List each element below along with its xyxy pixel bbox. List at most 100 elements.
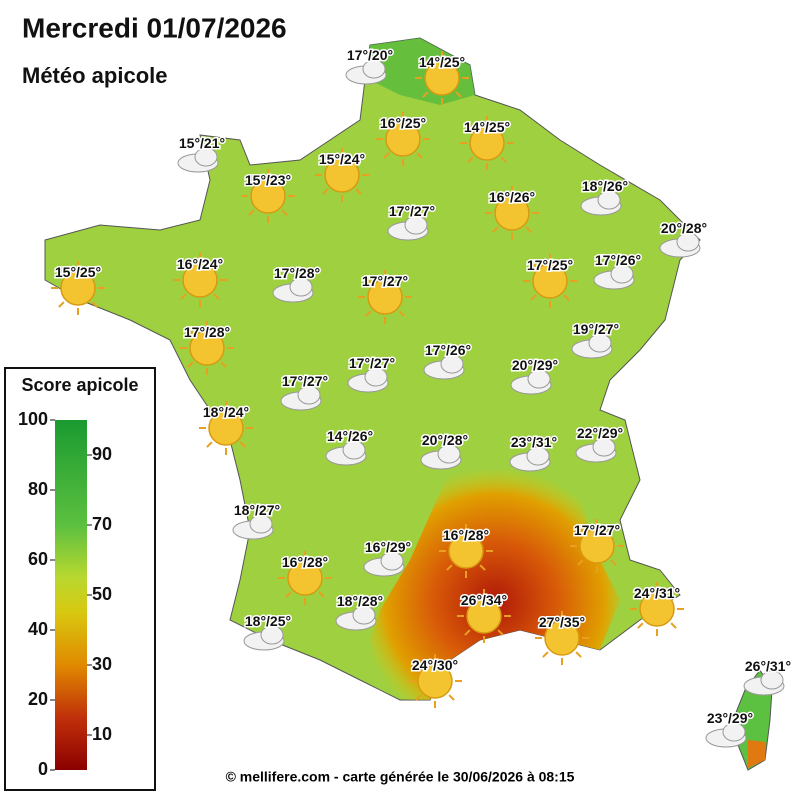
sun-ray [248,209,255,216]
sun-ray [497,596,504,603]
sun-icon [448,533,484,569]
sun-ray [383,119,390,126]
sun-ray [422,58,429,65]
cloud-icon [342,440,366,460]
legend-tick-label: 30 [92,654,112,674]
sun-icon [182,262,218,298]
sun-ray [415,661,422,668]
station-label: 15°/25° [55,264,101,280]
station-label: 17°/26° [425,342,471,358]
cloud-icon [676,232,700,252]
sun-ray [285,558,292,565]
sun-icon [424,60,460,96]
sun-ray [542,651,549,658]
sun-ray [355,188,362,195]
sun-ray [281,176,288,183]
sun-icon [466,598,502,634]
station-label: 17°/27° [574,522,620,538]
sun-ray [213,260,220,267]
sun-ray [239,408,246,415]
sun-ray [479,564,486,571]
sun-ray [422,91,429,98]
sun-ray [220,328,227,335]
sun-ray [525,226,532,233]
sun-ray [318,591,325,598]
station-label: 17°/27° [389,203,435,219]
station-label: 14°/25° [419,54,465,70]
sun-icon [60,270,96,306]
sun-ray [398,277,405,284]
station-label: 17°/27° [362,273,408,289]
station-label: 15°/24° [319,151,365,167]
sun-ray [220,361,227,368]
legend-tick-label: 60 [28,549,48,569]
station-label: 16°/26° [489,189,535,205]
sun-ray [530,294,537,301]
sun-ray [637,622,644,629]
sun-ray [575,651,582,658]
sun-ray [91,268,98,275]
station-label: 16°/25° [380,115,426,131]
station-label: 16°/28° [443,527,489,543]
cloud-icon [364,367,388,387]
sun-icon [385,121,421,157]
sun-ray [187,361,194,368]
sun-ray [455,58,462,65]
corsica-south [748,740,766,768]
sun-ray [575,618,582,625]
sun-ray [58,301,65,308]
sun-ray [610,559,617,566]
title: Mercredi 01/07/2026 [22,12,287,43]
cloud-icon [289,277,313,297]
color-scale [55,420,87,770]
sun-icon [250,178,286,214]
cloud-icon [440,354,464,374]
station-label: 16°/29° [365,539,411,555]
sun-ray [467,156,474,163]
sun-ray [281,209,288,216]
cloud-icon [722,722,746,742]
station-label: 16°/28° [282,554,328,570]
legend-tick-label: 10 [92,724,112,744]
sun-ray [416,152,423,159]
sun-ray [446,564,453,571]
sun-ray [322,155,329,162]
legend-title: Score apicole [21,375,138,395]
sun-ray [446,531,453,538]
sun-ray [187,328,194,335]
sun-icon [639,591,675,627]
sun-icon [287,560,323,596]
cloud-icon [380,551,404,571]
station-label: 18°/26° [582,178,628,194]
station-label: 22°/29° [577,425,623,441]
cloud-icon [362,59,386,79]
sun-ray [365,310,372,317]
sun-ray [285,591,292,598]
cloud-icon [437,444,461,464]
cloud-icon [610,264,634,284]
cloud-icon [526,446,550,466]
station-label: 14°/25° [464,119,510,135]
sun-icon [579,528,615,564]
sun-ray [180,293,187,300]
cloud-icon [249,514,273,534]
sun-ray [448,694,455,701]
station-label: 18°/25° [245,613,291,629]
station-label: 24°/30° [412,657,458,673]
sun-ray [530,261,537,268]
station-label: 20°/29° [512,357,558,373]
station-label: 14°/26° [327,428,373,444]
cloud-icon [588,333,612,353]
sun-ray [383,152,390,159]
sun-icon [494,195,530,231]
station-label: 17°/27° [282,373,328,389]
sun-ray [58,268,65,275]
sun-ray [91,301,98,308]
cloud-icon [760,670,784,690]
station-label: 18°/24° [203,404,249,420]
station-label: 19°/27° [573,321,619,337]
legend-tick-label: 90 [92,444,112,464]
sun-ray [448,661,455,668]
sun-ray [525,193,532,200]
